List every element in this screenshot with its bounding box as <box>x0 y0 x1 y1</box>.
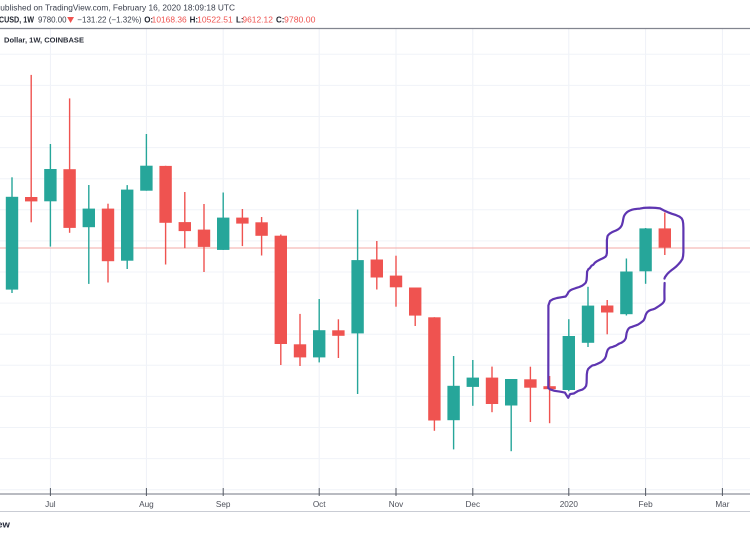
svg-text:L:: L: <box>236 16 244 25</box>
svg-text:BTCUSD, 1W: BTCUSD, 1W <box>0 16 34 25</box>
svg-text:−131.22 (−1.32%): −131.22 (−1.32%) <box>77 16 142 25</box>
svg-text:Aug: Aug <box>139 500 154 509</box>
svg-text:Dec: Dec <box>466 500 481 509</box>
svg-text:2020: 2020 <box>560 500 579 509</box>
svg-text:Nov: Nov <box>389 500 404 509</box>
svg-text:Sep: Sep <box>216 500 231 509</box>
svg-text:Published on TradingView.com,: Published on TradingView.com, February 1… <box>0 3 235 12</box>
svg-text:Mar: Mar <box>715 500 729 509</box>
svg-text:Feb: Feb <box>639 500 654 509</box>
svg-text:O:: O: <box>144 16 153 25</box>
svg-text:Oct: Oct <box>313 500 326 509</box>
svg-text:C:: C: <box>276 16 284 25</box>
svg-text:H:: H: <box>190 16 198 25</box>
svg-text:9780.00: 9780.00 <box>38 16 67 25</box>
svg-text:10522.51: 10522.51 <box>197 16 233 25</box>
svg-text:9612.12: 9612.12 <box>242 16 273 25</box>
svg-text:Jul: Jul <box>45 500 56 509</box>
svg-text:9780.00: 9780.00 <box>284 16 316 25</box>
svg-text:ew: ew <box>0 519 10 530</box>
svg-text:Dollar, 1W, COINBASE: Dollar, 1W, COINBASE <box>4 36 84 45</box>
svg-text:10168.36: 10168.36 <box>152 16 188 25</box>
